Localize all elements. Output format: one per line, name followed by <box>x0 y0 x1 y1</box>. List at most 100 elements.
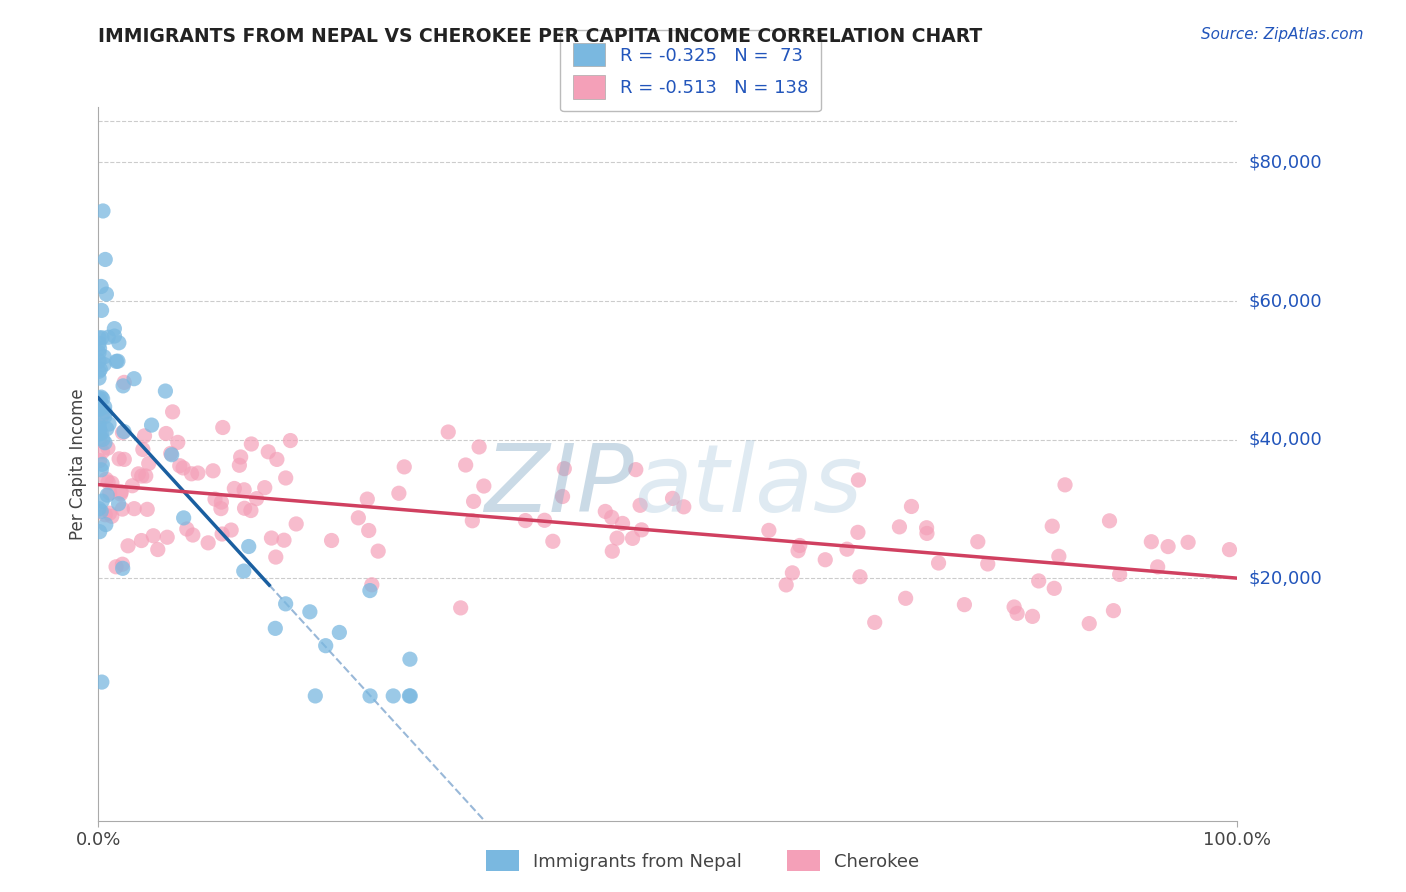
Point <box>863 615 886 630</box>
Point <box>89 342 111 356</box>
Text: IMMIGRANTS FROM NEPAL VS CHEROKEE PER CAPITA INCOME CORRELATION CHART: IMMIGRANTS FROM NEPAL VS CHEROKEE PER CA… <box>98 27 983 45</box>
Point <box>232 564 254 578</box>
Point <box>977 557 1000 571</box>
Point <box>219 523 242 537</box>
Point <box>1040 519 1063 533</box>
Point <box>98 486 121 500</box>
Point <box>814 553 837 567</box>
Point <box>367 544 389 558</box>
Point <box>94 517 117 532</box>
Point <box>1021 609 1043 624</box>
Point <box>356 492 378 507</box>
Point <box>122 372 145 386</box>
Point <box>180 467 202 481</box>
Point <box>437 425 460 439</box>
Point <box>238 540 260 554</box>
Point <box>94 508 117 522</box>
Point <box>91 392 114 406</box>
Text: $40,000: $40,000 <box>1249 431 1322 449</box>
Point <box>468 440 491 454</box>
Point <box>176 522 198 536</box>
Legend: R = -0.325   N =  73, R = -0.513   N = 138: R = -0.325 N = 73, R = -0.513 N = 138 <box>561 30 821 112</box>
Point <box>90 331 112 345</box>
Point <box>87 354 110 368</box>
Point <box>399 652 422 666</box>
Point <box>91 409 114 424</box>
Point <box>398 689 420 703</box>
Point <box>90 504 112 518</box>
Point <box>661 491 683 506</box>
Point <box>162 405 184 419</box>
Point <box>121 479 143 493</box>
Point <box>253 481 276 495</box>
Point <box>1157 540 1180 554</box>
Point <box>87 402 110 417</box>
Point <box>93 358 115 372</box>
Point <box>541 534 564 549</box>
Point <box>233 501 256 516</box>
Point <box>846 525 869 540</box>
Point <box>108 335 131 350</box>
Point <box>211 420 233 434</box>
Point <box>90 303 112 318</box>
Point <box>87 427 110 442</box>
Point <box>142 529 165 543</box>
Point <box>553 461 575 475</box>
Point <box>848 473 870 487</box>
Point <box>146 542 169 557</box>
Text: $60,000: $60,000 <box>1249 292 1322 310</box>
Point <box>110 487 132 501</box>
Point <box>274 471 297 485</box>
Point <box>101 476 124 491</box>
Point <box>280 434 302 448</box>
Point <box>87 417 110 432</box>
Point <box>87 391 110 405</box>
Point <box>96 472 118 486</box>
Point <box>98 417 121 431</box>
Point <box>672 500 695 514</box>
Point <box>87 364 110 378</box>
Point <box>472 479 495 493</box>
Point <box>209 501 232 516</box>
Point <box>89 453 111 467</box>
Point <box>87 345 110 359</box>
Point <box>515 514 537 528</box>
Point <box>600 544 623 558</box>
Point <box>173 511 195 525</box>
Point <box>134 429 156 443</box>
Point <box>111 561 134 575</box>
Point <box>141 418 163 433</box>
Point <box>209 495 232 509</box>
Point <box>388 486 411 500</box>
Point <box>606 531 628 545</box>
Point <box>1002 599 1025 614</box>
Point <box>132 442 155 457</box>
Point <box>1218 542 1240 557</box>
Point <box>91 444 114 458</box>
Point <box>1177 535 1199 549</box>
Point <box>1140 534 1163 549</box>
Point <box>187 466 209 480</box>
Point <box>169 458 191 473</box>
Point <box>94 409 117 424</box>
Point <box>1028 574 1050 588</box>
Point <box>266 452 288 467</box>
Point <box>93 350 115 364</box>
Point <box>285 516 308 531</box>
Point <box>595 504 617 518</box>
Point <box>953 598 976 612</box>
Point <box>461 514 484 528</box>
Point <box>87 371 110 385</box>
Point <box>90 463 112 477</box>
Point <box>105 559 128 574</box>
Point <box>382 689 405 703</box>
Point <box>97 475 120 490</box>
Point <box>889 520 911 534</box>
Point <box>181 528 204 542</box>
Point <box>91 204 114 219</box>
Point <box>91 433 114 447</box>
Point <box>97 441 120 455</box>
Point <box>1108 567 1130 582</box>
Point <box>89 393 111 408</box>
Point <box>107 497 129 511</box>
